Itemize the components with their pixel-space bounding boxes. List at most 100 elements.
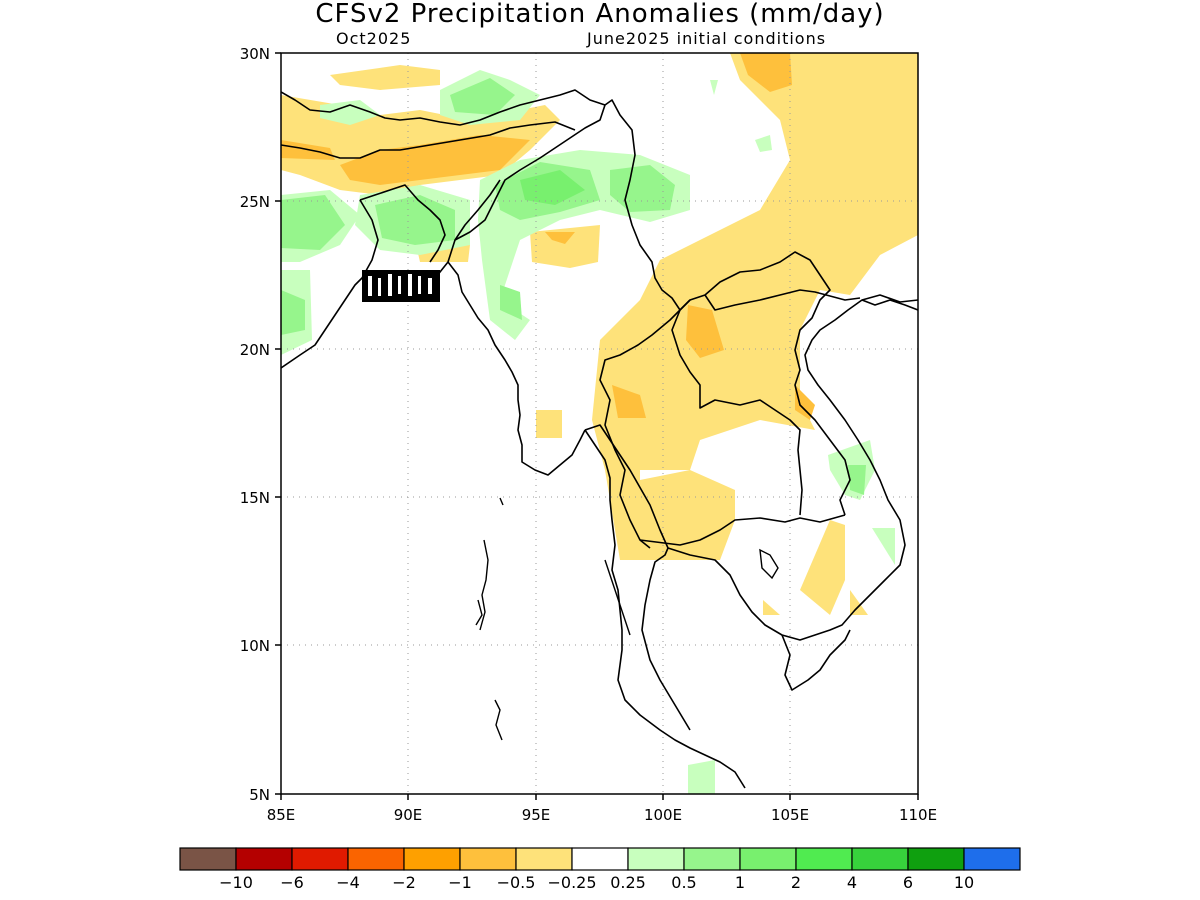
tenasserim-coast (584, 429, 746, 789)
dry-anomaly-region (740, 53, 792, 92)
dry-anomaly-region (800, 520, 845, 615)
colorbar (179, 847, 1021, 871)
colorbar-label: −0.5 (497, 873, 536, 892)
lat-tick-label: 20N (240, 341, 270, 359)
lat-tick-label: 5N (249, 786, 270, 804)
colorbar-swatch (851, 847, 909, 871)
myanmar-border (447, 99, 706, 311)
colorbar-label: −1 (448, 873, 472, 892)
cambodia-border (639, 514, 846, 546)
colorbar-label: −2 (392, 873, 416, 892)
lon-tick-label: 95E (522, 806, 551, 824)
dry-anomaly-region (530, 225, 600, 268)
colorbar-swatch (571, 847, 629, 871)
colorbar-swatch (907, 847, 965, 871)
initial-conditions: June2025 initial conditions (587, 29, 827, 48)
coastlines-and-borders (281, 89, 918, 789)
colorbar-label: 0.5 (671, 873, 696, 892)
colorbar-label: −10 (219, 873, 253, 892)
laos-thailand-border (671, 309, 803, 516)
colorbar-label: 2 (791, 873, 801, 892)
lat-tick-label: 10N (240, 637, 270, 655)
dry-anomaly-region (330, 65, 440, 90)
bangladesh-west-border (359, 199, 379, 279)
northeast-india-border (454, 179, 501, 241)
colorbar-swatch (963, 847, 1021, 871)
dry-anomaly-region (592, 53, 918, 560)
dry-anomaly-region (536, 410, 562, 438)
colorbar-label: 1 (735, 873, 745, 892)
coco-islands (499, 497, 504, 506)
dry-anomaly-region (545, 232, 575, 244)
colorbar-swatch (515, 847, 573, 871)
wet-anomaly-region (755, 135, 772, 152)
wet-anomaly-region (520, 170, 585, 205)
india-coastline (281, 277, 363, 369)
wet-anomaly-region (281, 195, 345, 250)
lon-tick-label: 110E (899, 806, 937, 824)
china-border (704, 289, 861, 311)
dry-anomaly-region (850, 590, 868, 615)
tonle-sap-lake (759, 548, 779, 580)
gulf-of-thailand-coast (584, 424, 691, 731)
bangladesh-border (359, 184, 446, 263)
colorbar-label: 6 (903, 873, 913, 892)
wet-anomaly-region (710, 80, 718, 95)
laos-border (704, 251, 851, 516)
colorbar-swatch (179, 847, 237, 871)
wet-anomaly-region (872, 528, 895, 565)
islands (475, 497, 779, 741)
colorbar-swatch (459, 847, 517, 871)
dry-anomaly-region (340, 135, 530, 185)
lat-tick-label: 15N (240, 489, 270, 507)
map-title: CFSv2 Precipitation Anomalies (mm/day) (315, 0, 885, 29)
colorbar-label: 4 (847, 873, 857, 892)
lon-tick-label: 105E (771, 806, 809, 824)
hainan-coast (861, 299, 918, 311)
colorbar-swatch (627, 847, 685, 871)
wet-anomaly-region (375, 195, 455, 245)
wet-anomaly-region (848, 465, 866, 495)
delta-channels (368, 274, 432, 296)
anomaly-shading (281, 53, 918, 794)
myanmar-coast (447, 261, 586, 476)
dry-anomaly-region (686, 305, 724, 358)
cambodia-vietnam-coast (667, 294, 918, 641)
wet-anomaly-region (320, 100, 380, 125)
forecast-month: Oct2025 (336, 29, 412, 48)
colorbar-label: −4 (336, 873, 360, 892)
thailand-border (599, 299, 691, 549)
lat-tick-label: 30N (240, 45, 270, 63)
colorbar-swatch (235, 847, 293, 871)
andaman-islands (479, 539, 489, 631)
colorbar-label: −0.25 (547, 873, 596, 892)
wet-anomaly-region (450, 78, 515, 115)
colorbar-labels: −10 −6 −4 −2 −1 −0.5 −0.25 0.25 0.5 1 2 4 6 10 (219, 873, 974, 892)
latitude-labels: 30N 25N 20N 15N 10N 5N (240, 45, 270, 804)
colorbar-swatch (347, 847, 405, 871)
colorbar-label: 10 (954, 873, 974, 892)
andaman-islands (475, 599, 483, 626)
gulf-islands (604, 559, 631, 636)
lon-tick-label: 100E (644, 806, 682, 824)
lat-tick-label: 25N (240, 193, 270, 211)
colorbar-label: −6 (280, 873, 304, 892)
plot-frame (280, 52, 919, 795)
lon-tick-label: 85E (267, 806, 296, 824)
colorbar-swatch (739, 847, 797, 871)
india-china-border (281, 89, 606, 126)
nicobar-islands (494, 699, 503, 741)
colorbar-swatch (795, 847, 853, 871)
colorbar-swatch (403, 847, 461, 871)
colorbar-swatch (683, 847, 741, 871)
dry-anomaly-region (612, 385, 646, 418)
longitude-labels: 85E 90E 95E 100E 105E 110E (267, 806, 937, 824)
dry-anomaly-region (795, 385, 815, 420)
dry-anomaly-region (763, 600, 780, 615)
graticule (281, 53, 918, 794)
wet-anomaly-region (281, 290, 305, 335)
colorbar-swatch (291, 847, 349, 871)
wet-anomaly-region (688, 760, 715, 794)
colorbar-label: 0.25 (610, 873, 646, 892)
